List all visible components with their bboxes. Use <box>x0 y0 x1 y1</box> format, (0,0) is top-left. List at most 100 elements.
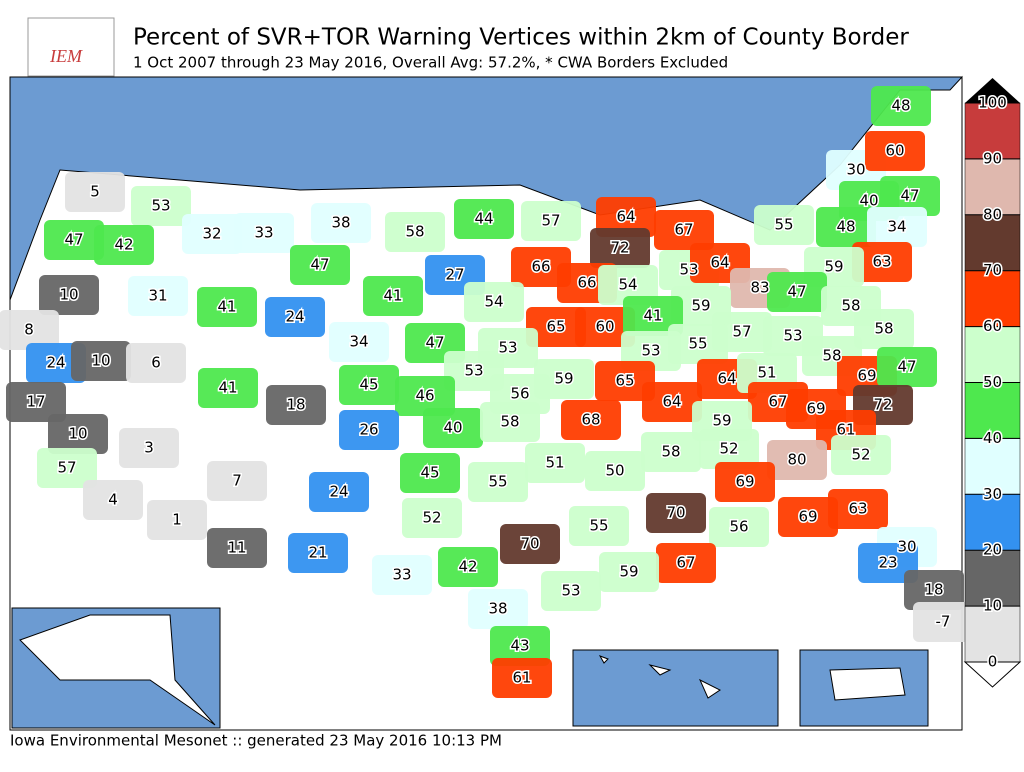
region-value: 56 <box>729 518 748 536</box>
region-patch <box>526 307 586 347</box>
region-value: 69 <box>857 367 876 385</box>
region-patch <box>265 297 325 337</box>
region-patch <box>511 247 571 287</box>
logo-text: IEM <box>49 46 83 66</box>
region-patch <box>311 203 371 243</box>
region-value: 6 <box>151 354 161 372</box>
region-value: 23 <box>878 554 897 572</box>
region-value: 33 <box>392 566 411 584</box>
region-patch <box>831 435 891 475</box>
region-value: 57 <box>732 323 751 341</box>
region-patch <box>541 571 601 611</box>
region-value: 59 <box>554 370 573 388</box>
colorbar-tick-label: 70 <box>983 261 1002 279</box>
region-value: 18 <box>924 581 943 599</box>
region-value: 56 <box>510 385 529 403</box>
region-value: 53 <box>679 261 698 279</box>
region-value: 83 <box>750 279 769 297</box>
region-patch <box>363 276 423 316</box>
region-patch <box>778 497 838 537</box>
alaska-land <box>19 614 216 726</box>
region-value: 10 <box>59 286 78 304</box>
region-patch <box>754 205 814 245</box>
region-value: 58 <box>822 347 841 365</box>
region-patch <box>867 207 927 247</box>
region-patch <box>521 201 581 241</box>
region-value: 48 <box>891 97 910 115</box>
region-value: 72 <box>610 239 629 257</box>
region-value: 55 <box>488 473 507 491</box>
region-patch <box>65 172 125 212</box>
region-patch <box>83 480 143 520</box>
region-patch <box>595 361 655 401</box>
region-value: 1 <box>172 511 182 529</box>
region-patch <box>444 351 504 391</box>
footer: Iowa Environmental Mesonet :: generated … <box>10 732 502 750</box>
region-patch <box>590 228 650 268</box>
region-value: 59 <box>619 563 638 581</box>
region-patch <box>126 343 186 383</box>
region-value: 67 <box>676 554 695 572</box>
region-value: 47 <box>425 334 444 352</box>
region-value: 80 <box>787 451 806 469</box>
region-patch <box>290 245 350 285</box>
region-value: 44 <box>474 210 493 228</box>
colorbar-tick-label: 10 <box>983 597 1002 615</box>
region-patch <box>596 197 656 237</box>
region-patch <box>913 602 973 642</box>
region-value: 40 <box>443 419 462 437</box>
region-value: 45 <box>359 376 378 394</box>
region-value: 55 <box>589 517 608 535</box>
region-patch <box>642 382 702 422</box>
region-patch <box>699 429 759 469</box>
region-patch <box>423 408 483 448</box>
region-value: 69 <box>735 473 754 491</box>
region-patch <box>454 199 514 239</box>
region-value: 8 <box>24 321 34 339</box>
colorbar-band <box>964 382 1021 439</box>
region-value: 21 <box>308 544 327 562</box>
region-value: 58 <box>841 297 860 315</box>
region-patch <box>234 213 294 253</box>
region-value: 59 <box>691 297 710 315</box>
region-patch <box>309 472 369 512</box>
region-patch <box>828 489 888 529</box>
region-patch <box>468 462 528 502</box>
colorbar-band <box>964 102 1021 160</box>
region-value: 70 <box>520 535 539 553</box>
colorbar-band <box>964 438 1021 495</box>
region-value: 42 <box>114 236 133 254</box>
region-patch <box>385 212 445 252</box>
region-value: 38 <box>331 214 350 232</box>
region-value: 53 <box>783 327 802 345</box>
region-patch <box>904 570 964 610</box>
region-patch <box>646 493 706 533</box>
colorbar-top-arrow <box>965 78 1020 103</box>
colorbar-tick-label: 90 <box>983 149 1002 167</box>
region-patch <box>715 462 775 502</box>
region-value: 32 <box>202 225 221 243</box>
region-value: 17 <box>26 393 45 411</box>
region-patch <box>877 347 937 387</box>
logo-box <box>27 17 115 77</box>
region-value: 47 <box>897 358 916 376</box>
region-value: 68 <box>581 411 600 429</box>
region-value: 47 <box>64 231 83 249</box>
region-value: 3 <box>144 439 154 457</box>
region-value: 67 <box>768 393 787 411</box>
region-patch <box>871 86 931 126</box>
region-value: 69 <box>798 508 817 526</box>
region-patch <box>119 428 179 468</box>
region-value: 10 <box>68 425 87 443</box>
region-patch <box>623 296 683 336</box>
region-patch <box>480 402 540 442</box>
region-patch <box>490 626 550 666</box>
region-patch <box>288 533 348 573</box>
region-value: 45 <box>420 464 439 482</box>
region-value: 51 <box>545 454 564 472</box>
region-value: 58 <box>500 413 519 431</box>
region-value: 31 <box>148 287 167 305</box>
region-patch <box>852 242 912 282</box>
colorbar-tick-label: 60 <box>983 317 1002 335</box>
region-value: 64 <box>717 370 736 388</box>
